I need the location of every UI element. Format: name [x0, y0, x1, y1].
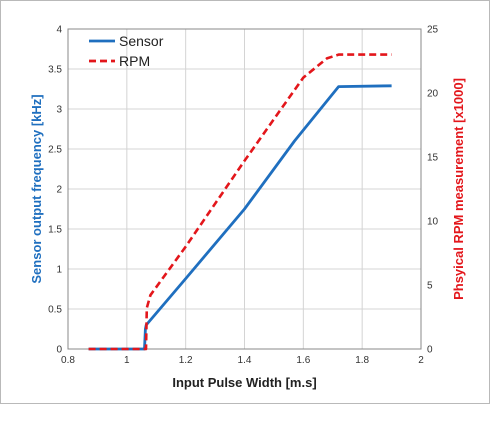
y-right-tick-label: 5 — [427, 281, 433, 292]
x-axis-title: Input Pulse Width [m.s] — [172, 375, 316, 390]
x-tick-label: 2 — [418, 355, 424, 366]
y-right-tick-label: 20 — [427, 89, 439, 100]
y-left-tick-label: 2 — [56, 185, 62, 196]
series-layer — [89, 55, 392, 349]
y-left-tick-label: 1 — [56, 265, 62, 276]
y-left-tick-label: 0.5 — [48, 305, 62, 316]
x-axis-ticks: 0.8 1 1.2 1.4 1.6 1.8 2 — [61, 355, 424, 366]
y-left-axis-ticks: 0 0.5 1 1.5 2 2.5 3 3.5 4 — [48, 25, 62, 356]
x-tick-label: 1 — [124, 355, 130, 366]
grid — [68, 29, 421, 349]
x-tick-label: 0.8 — [61, 355, 75, 366]
legend-label-sensor: Sensor — [119, 33, 164, 49]
y-right-axis-title: Phsyical RPM measurement [x1000] — [451, 78, 466, 300]
y-right-tick-label: 0 — [427, 345, 433, 356]
y-left-axis-title: Sensor output frequency [kHz] — [29, 94, 44, 283]
x-tick-label: 1.6 — [296, 355, 310, 366]
y-right-tick-label: 10 — [427, 217, 439, 228]
x-tick-label: 1.2 — [179, 355, 193, 366]
legend-label-rpm: RPM — [119, 53, 150, 69]
y-left-tick-label: 3.5 — [48, 65, 62, 76]
y-left-tick-label: 3 — [56, 105, 62, 116]
y-right-tick-label: 15 — [427, 153, 439, 164]
y-left-tick-label: 1.5 — [48, 225, 62, 236]
x-tick-label: 1.8 — [355, 355, 369, 366]
series-line-rpm — [89, 55, 392, 349]
y-left-tick-label: 4 — [56, 25, 62, 36]
y-left-tick-label: 2.5 — [48, 145, 62, 156]
series-line-sensor — [89, 86, 392, 349]
chart-frame: 0.8 1 1.2 1.4 1.6 1.8 2 0 0.5 1 1.5 2 2.5 3 3.5 4 0 5 10… — [0, 0, 490, 404]
y-left-tick-label: 0 — [56, 345, 62, 356]
y-right-tick-label: 25 — [427, 25, 439, 36]
y-right-axis-ticks: 0 5 10 15 20 25 — [427, 25, 439, 356]
x-tick-label: 1.4 — [238, 355, 252, 366]
